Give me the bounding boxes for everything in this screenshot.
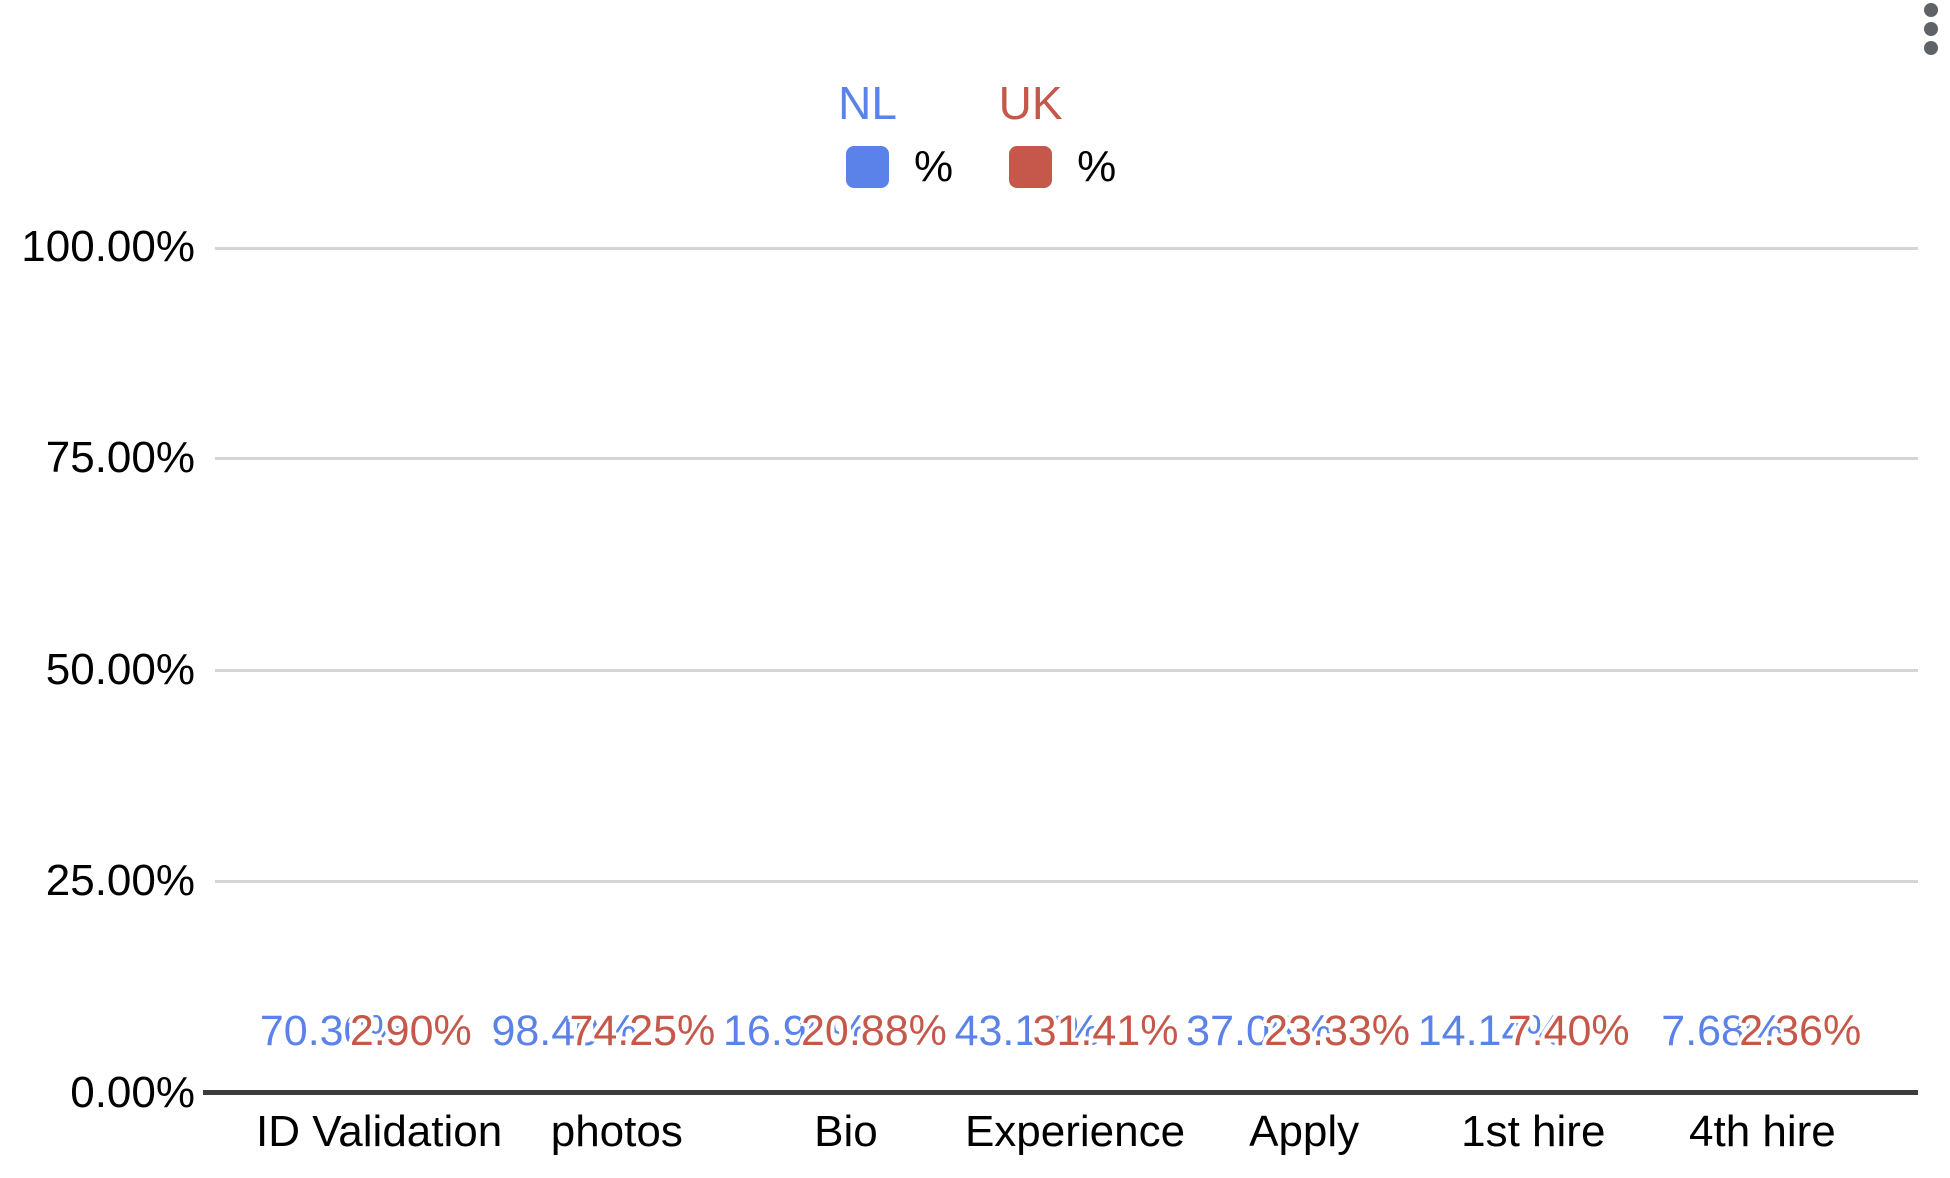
chart-legend: NL % UK % bbox=[838, 77, 1117, 191]
gridline-25 bbox=[215, 880, 1918, 883]
bar-value-label-nl-id-validation: 70.30% bbox=[259, 1007, 406, 1055]
legend-entry-uk[interactable]: UK % bbox=[998, 77, 1117, 191]
y-tick-50: 50.00% bbox=[45, 645, 195, 694]
gridline-75 bbox=[215, 457, 1918, 460]
menu-dot-icon bbox=[1924, 3, 1938, 17]
menu-dot-icon bbox=[1924, 41, 1938, 55]
x-category-label-bio: Bio bbox=[814, 1107, 878, 1156]
bar-value-label-nl-apply: 37.05% bbox=[1186, 1007, 1333, 1055]
bar-value-label-nl-experience: 43.17% bbox=[954, 1007, 1101, 1055]
legend-entry-nl[interactable]: NL % bbox=[838, 77, 954, 191]
bar-value-label-nl-4th-hire: 7.68% bbox=[1661, 1007, 1784, 1055]
legend-swatch-uk bbox=[1009, 146, 1053, 188]
x-category-label-1st-hire: 1st hire bbox=[1461, 1107, 1606, 1156]
legend-unit-label-uk: % bbox=[1077, 142, 1117, 191]
y-tick-0: 0.00% bbox=[70, 1068, 195, 1117]
y-tick-75: 75.00% bbox=[45, 433, 195, 482]
legend-series-name-uk: UK bbox=[998, 77, 1063, 129]
x-category-label-id-validation: ID Validation bbox=[256, 1107, 503, 1156]
bar-value-label-uk-photos: 74.25% bbox=[569, 1007, 716, 1055]
y-tick-100: 100.00% bbox=[21, 222, 195, 271]
legend-unit-label-nl: % bbox=[914, 142, 954, 191]
legend-swatch-nl bbox=[846, 146, 889, 188]
bar-value-label-uk-bio: 20.88% bbox=[801, 1007, 947, 1055]
x-category-label-photos: photos bbox=[550, 1107, 683, 1156]
bar-value-label-uk-experience: 31.41% bbox=[1032, 1007, 1179, 1055]
bar-value-label-nl-1st-hire: 14.14% bbox=[1417, 1007, 1564, 1055]
plot-area: 70.30% 2.90% 98.40% 74.25% 16.96% 20.88% 43.17… bbox=[203, 247, 1918, 1095]
bar-value-label-nl-photos: 98.40% bbox=[491, 1007, 638, 1055]
bar-value-label-uk-id-validation: 2.90% bbox=[349, 1007, 472, 1055]
x-category-label-4th-hire: 4th hire bbox=[1689, 1107, 1836, 1156]
bar-value-label-uk-1st-hire: 7.40% bbox=[1507, 1007, 1630, 1055]
x-category-label-experience: Experience bbox=[964, 1107, 1186, 1156]
bars-layer: 70.30% 2.90% 98.40% 74.25% 16.96% 20.88% 43.17… bbox=[215, 247, 1918, 1093]
gridline-50 bbox=[215, 668, 1918, 672]
x-category-label-apply: Apply bbox=[1249, 1107, 1360, 1156]
gridline-100 bbox=[215, 247, 1918, 250]
x-axis-labels: ID Validation photos Bio Experience Apply 1st… bbox=[215, 1108, 1918, 1156]
more-options-button[interactable] bbox=[1924, 3, 1942, 55]
bar-value-label-uk-apply: 23.33% bbox=[1264, 1007, 1411, 1055]
y-tick-25: 25.00% bbox=[45, 856, 195, 905]
legend-series-name-nl: NL bbox=[838, 77, 897, 129]
bar-value-label-uk-4th-hire: 2.36% bbox=[1739, 1007, 1862, 1055]
bar-value-label-nl-bio: 16.96% bbox=[723, 1007, 869, 1055]
menu-dot-icon bbox=[1924, 22, 1938, 36]
x-axis-line bbox=[203, 1090, 1918, 1095]
